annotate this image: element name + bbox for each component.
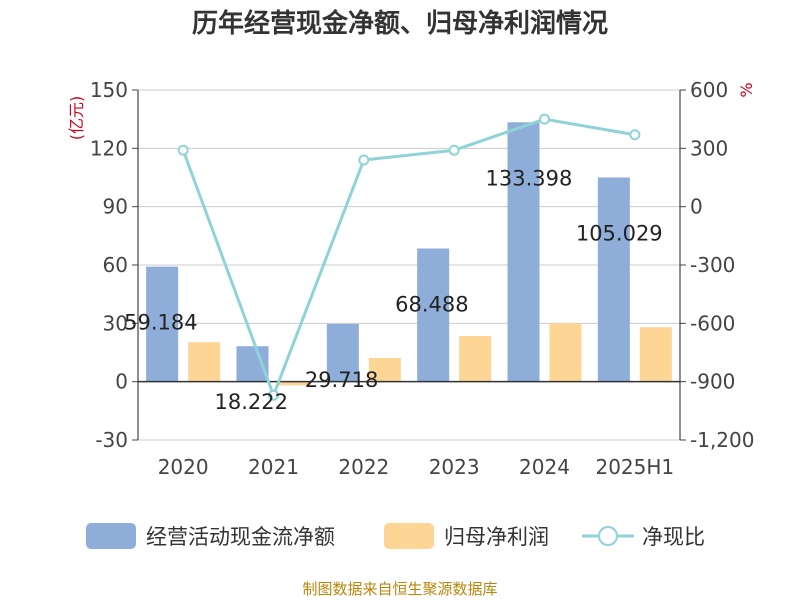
left-tick-label: -30 [95,428,128,452]
right-tick-label: 600 [690,78,728,102]
bar-operating-cashflow [507,122,540,382]
left-tick-label: 0 [115,370,128,394]
legend-label: 经营活动现金流净额 [146,525,335,549]
bar-net-profit [368,357,401,382]
bar-net-profit [278,381,311,386]
data-label: 105.029 [576,221,663,245]
right-tick-label: -300 [690,253,735,277]
bar-net-profit [549,323,582,382]
ratio-point [539,113,550,125]
x-tick-label: 2022 [338,455,389,479]
left-tick-label: 30 [103,311,128,335]
legend-swatch [384,523,434,549]
left-tick-label: 150 [90,78,128,102]
right-tick-label: 300 [690,136,728,160]
legend-swatch [86,523,136,549]
left-tick-label: 90 [103,195,128,219]
axes: -300306090120150-1,200-900-600-300030060… [67,78,756,479]
data-label: 18.222 [215,390,288,414]
x-tick-label: 2020 [158,455,209,479]
data-label: 133.398 [486,166,573,190]
right-tick-label: -600 [690,311,735,335]
ratio-point [268,389,279,401]
data-label: 68.488 [395,292,468,316]
ratio-point [629,129,641,141]
source-note: 制图数据来自恒生聚源数据库 [302,580,497,598]
legend: 经营活动现金流净额 归母净利润 净现比 [86,523,705,549]
data-labels: 59.184 18.222 29.718 68.488 133.398 105.029 [124,166,663,414]
bars [146,122,672,386]
left-axis-unit: (亿元) [67,96,86,141]
right-tick-label: -1,200 [690,428,754,452]
right-tick-label: -900 [690,370,735,394]
ratio-point [358,154,370,166]
x-tick-label: 2025H1 [595,455,674,479]
bar-operating-cashflow [236,346,269,382]
ratio-line [177,113,641,401]
legend-label: 归母净利润 [444,525,549,549]
right-axis-unit: % [737,82,756,97]
x-tick-label: 2023 [429,455,480,479]
ratio-point [177,144,189,156]
ratio-polyline [181,117,636,400]
bar-net-profit [188,342,221,382]
bar-operating-cashflow [417,248,450,382]
x-tick-label: 2021 [248,455,299,479]
grid [138,89,680,441]
legend-label: 净现比 [642,525,705,549]
x-tick-label: 2024 [519,455,570,479]
left-tick-label: 120 [90,136,128,160]
data-label: 29.718 [305,368,378,392]
chart-title: 历年经营现金净额、归母净利润情况 [192,8,608,39]
bar-operating-cashflow [597,177,630,382]
legend-swatch-marker [598,526,618,546]
bar-net-profit [639,327,672,382]
left-tick-label: 60 [103,253,128,277]
bar-operating-cashflow [146,266,179,382]
bar-net-profit [459,335,492,382]
bar-operating-cashflow [326,323,359,382]
data-label: 59.184 [124,311,197,335]
right-tick-label: 0 [690,195,703,219]
ratio-point [448,144,460,156]
